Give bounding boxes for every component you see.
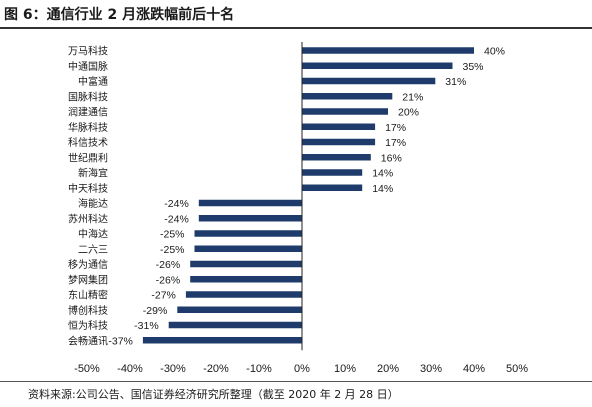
category-label-14: 二六三 — [78, 244, 108, 256]
bar-17 — [185, 291, 302, 298]
x-tick-label-1: -50% — [74, 363, 100, 375]
figure-title: 图 6：通信行业 2 月涨跌幅前后十名 — [4, 7, 235, 23]
value-labels-group: 40%35% 31% 21% 20% 17% 17% 16% 14% 14% -24% -24% -2… — [108, 46, 505, 348]
category-label-15: 移为通信 — [68, 258, 108, 271]
bar-14 — [194, 245, 302, 252]
category-label-11: 海能达 — [78, 197, 108, 210]
value-label-10: 14% — [372, 183, 393, 195]
bar-5 — [302, 108, 388, 115]
category-label-12: 苏州科达 — [68, 212, 108, 225]
category-label-16: 梦网集团 — [68, 273, 108, 286]
category-labels-group: 万马科技中通国脉中富通国脉科技润建通信华脉科技科信技术世纪鼎利新海宜中天科技海能… — [68, 45, 108, 348]
value-label-4: 21% — [402, 91, 423, 103]
bar-18 — [177, 306, 302, 313]
bar-8 — [302, 154, 371, 161]
x-tick-label-11: 50% — [506, 363, 528, 375]
x-tick-label-9: 30% — [420, 363, 442, 375]
value-label-1: 40% — [484, 46, 505, 58]
x-tick-label-7: 10% — [334, 363, 356, 375]
source-rule — [0, 381, 592, 382]
bar-16 — [190, 276, 302, 283]
category-label-13: 中海达 — [78, 228, 108, 241]
value-label-13: -25% — [160, 229, 185, 241]
value-label-19: -31% — [134, 320, 159, 332]
bar-4 — [302, 93, 393, 100]
value-label-6: 17% — [385, 122, 406, 134]
x-tick-label-3: -30% — [160, 363, 186, 375]
x-tick-label-8: 20% — [377, 363, 399, 375]
category-label-18: 博创科技 — [68, 304, 108, 317]
category-label-4: 国脉科技 — [68, 90, 108, 103]
x-tick-label-10: 40% — [463, 363, 485, 375]
bar-6 — [302, 123, 376, 130]
value-label-20: -37% — [108, 335, 133, 347]
bar-11 — [198, 199, 302, 207]
bar-15 — [190, 260, 302, 268]
title-rule — [0, 27, 592, 29]
value-label-3: 31% — [445, 76, 466, 88]
value-label-16: -26% — [156, 274, 181, 286]
x-tick-label-5: -10% — [246, 363, 272, 375]
category-label-3: 中富通 — [78, 75, 108, 88]
bar-12 — [198, 215, 302, 222]
bar-7 — [302, 138, 376, 146]
source-note: 资料来源:公司公告、国信证券经济研究所整理（截至 2020 年 2 月 28 日… — [28, 388, 399, 401]
category-label-2: 中通国脉 — [68, 60, 108, 73]
value-label-9: 14% — [372, 168, 393, 180]
value-label-17: -27% — [151, 290, 176, 302]
bar-13 — [194, 230, 302, 237]
x-tick-labels-group: -50% -40% -30% -20% -10% 0% 10% 20% 30% 40% 50% — [74, 363, 528, 375]
value-label-14: -25% — [160, 244, 185, 256]
category-label-5: 润建通信 — [68, 106, 108, 119]
x-tick-label-6: 0% — [294, 363, 310, 375]
bars-group — [142, 47, 474, 344]
x-tick-label-2: -40% — [117, 363, 143, 375]
category-label-9: 新海宜 — [78, 167, 108, 180]
value-label-18: -29% — [143, 305, 168, 317]
category-label-17: 东山精密 — [68, 289, 108, 302]
bar-3 — [302, 77, 436, 85]
category-label-19: 恒为科技 — [68, 319, 108, 332]
bar-2 — [302, 62, 453, 69]
value-label-5: 20% — [398, 107, 419, 119]
x-tick-label-4: -20% — [203, 363, 229, 375]
value-label-12: -24% — [164, 213, 189, 225]
category-label-7: 科信技术 — [68, 136, 108, 149]
bar-20 — [142, 337, 302, 344]
bar-19 — [168, 321, 302, 329]
category-label-1: 万马科技 — [68, 45, 108, 58]
bar-10 — [302, 184, 363, 191]
value-label-7: 17% — [385, 137, 406, 149]
value-label-2: 35% — [463, 61, 484, 73]
value-label-8: 16% — [381, 152, 402, 164]
category-label-10: 中天科技 — [68, 182, 108, 195]
value-label-11: -24% — [164, 198, 189, 210]
category-label-8: 世纪鼎利 — [68, 152, 108, 164]
category-label-6: 华脉科技 — [68, 121, 108, 134]
category-label-20: 会畅通讯 — [68, 334, 108, 347]
bar-1 — [302, 47, 474, 54]
value-label-15: -26% — [156, 259, 181, 271]
bar-9 — [302, 169, 363, 176]
